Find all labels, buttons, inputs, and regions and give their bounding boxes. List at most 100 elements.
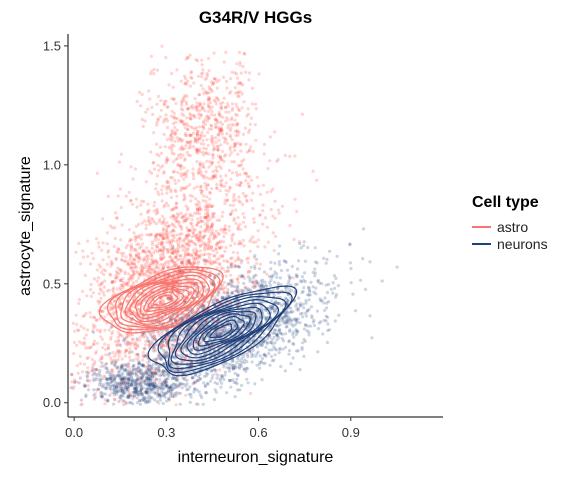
data-point-astro xyxy=(202,142,206,146)
data-point-astro xyxy=(230,234,234,238)
data-point-astro xyxy=(139,263,144,267)
data-point-astro xyxy=(238,183,242,187)
data-point-astro xyxy=(222,235,226,239)
data-point-astro xyxy=(130,376,134,380)
data-point-astro xyxy=(191,145,196,149)
data-point-neurons xyxy=(171,338,175,342)
data-point-astro xyxy=(117,354,121,358)
data-point-neurons xyxy=(250,360,254,364)
data-point-astro xyxy=(238,172,242,177)
data-point-astro xyxy=(195,207,199,211)
data-point-astro xyxy=(198,125,202,129)
data-point-astro xyxy=(190,311,194,315)
data-point-neurons xyxy=(284,332,288,336)
data-point-astro xyxy=(261,222,265,226)
data-point-astro xyxy=(269,189,273,193)
data-point-astro xyxy=(146,367,151,371)
data-point-astro xyxy=(262,152,266,156)
data-point-neurons xyxy=(295,349,299,353)
data-point-astro xyxy=(192,227,196,232)
data-point-astro xyxy=(234,133,238,137)
data-point-astro xyxy=(150,240,154,244)
data-point-astro xyxy=(210,204,214,208)
data-point-neurons xyxy=(289,362,293,366)
data-point-astro xyxy=(178,239,182,243)
data-point-astro xyxy=(171,207,175,211)
data-point-astro xyxy=(221,230,225,234)
data-point-astro xyxy=(117,299,122,303)
data-point-astro xyxy=(203,246,207,250)
data-point-astro xyxy=(141,248,145,252)
data-point-astro xyxy=(202,253,206,257)
data-point-astro xyxy=(224,188,228,192)
data-point-astro xyxy=(214,247,218,251)
data-point-astro xyxy=(220,149,225,153)
data-point-astro xyxy=(159,151,163,155)
data-point-astro xyxy=(150,339,154,343)
data-point-astro xyxy=(230,239,234,243)
data-point-neurons xyxy=(242,367,246,371)
data-point-astro xyxy=(169,255,173,259)
data-point-neurons xyxy=(279,364,283,369)
data-point-astro xyxy=(126,334,130,338)
data-point-astro xyxy=(191,167,195,171)
data-point-neurons xyxy=(164,350,168,354)
data-point-astro xyxy=(172,235,176,240)
data-point-astro xyxy=(100,270,104,275)
data-point-neurons xyxy=(323,308,327,312)
data-point-astro xyxy=(130,333,134,337)
data-point-neurons xyxy=(277,329,281,333)
data-point-neurons xyxy=(309,305,314,309)
data-point-astro xyxy=(262,142,267,146)
data-point-neurons xyxy=(277,252,281,256)
data-point-neurons xyxy=(166,297,170,301)
data-point-neurons xyxy=(155,356,159,361)
data-point-neurons xyxy=(319,320,323,324)
data-point-astro xyxy=(220,283,224,287)
data-point-astro xyxy=(144,273,148,277)
data-point-neurons xyxy=(268,283,272,287)
data-point-astro xyxy=(185,261,190,265)
data-point-astro xyxy=(125,343,129,347)
data-point-astro xyxy=(244,70,248,74)
data-point-astro xyxy=(79,403,83,407)
data-point-astro xyxy=(162,217,166,221)
data-point-neurons xyxy=(325,301,329,305)
data-point-neurons xyxy=(289,310,293,314)
data-point-astro xyxy=(199,208,203,212)
data-point-astro xyxy=(178,383,182,387)
data-point-astro xyxy=(152,72,156,76)
data-point-astro xyxy=(95,328,99,332)
data-point-astro xyxy=(280,204,285,208)
data-point-neurons xyxy=(294,319,299,323)
data-point-neurons xyxy=(246,275,250,279)
data-point-astro xyxy=(244,142,248,146)
data-point-astro xyxy=(192,234,196,238)
data-point-neurons xyxy=(250,354,254,359)
data-point-astro xyxy=(174,251,179,255)
data-point-astro xyxy=(175,253,179,257)
data-point-astro xyxy=(133,236,137,240)
data-point-astro xyxy=(145,254,149,258)
data-point-astro xyxy=(207,203,212,207)
data-point-astro xyxy=(213,295,217,299)
data-point-astro xyxy=(148,262,153,266)
data-point-astro xyxy=(240,106,244,110)
data-point-astro xyxy=(114,257,118,262)
data-point-astro xyxy=(210,222,214,226)
data-point-neurons xyxy=(278,346,282,350)
data-point-astro xyxy=(170,222,174,226)
data-point-neurons xyxy=(295,282,299,286)
data-point-astro xyxy=(120,258,124,262)
data-point-neurons xyxy=(146,339,150,343)
data-point-astro xyxy=(174,218,178,222)
data-point-astro xyxy=(194,402,198,406)
data-point-neurons xyxy=(216,298,220,302)
data-point-astro xyxy=(77,328,81,332)
data-point-astro xyxy=(191,231,195,235)
data-point-astro xyxy=(101,280,105,285)
data-point-astro xyxy=(222,96,226,100)
data-point-astro xyxy=(161,300,166,305)
data-point-astro xyxy=(209,137,213,141)
data-point-astro xyxy=(116,385,120,389)
